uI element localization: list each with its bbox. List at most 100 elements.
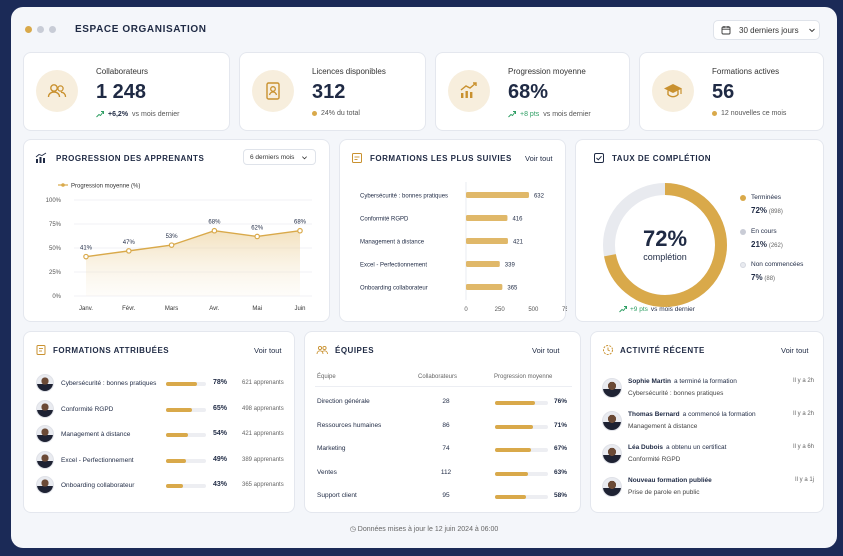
table-row[interactable]: Ressources humaines 86 71% (305, 419, 582, 435)
voir-tout-link[interactable]: Voir tout (532, 346, 560, 355)
activity-action: a obtenu un certificat (666, 444, 727, 451)
learners-count: 389 apprenants (242, 456, 284, 463)
trainings-chart: Cybersécurité : bonnes pratiques 632 Confo… (360, 182, 567, 313)
team-count: 86 (442, 421, 450, 429)
period-select[interactable]: 30 derniers jours (713, 20, 820, 40)
progression-chart: Progression moyenne (%) 100% 75% 50% 25% 0% 41… (46, 183, 312, 312)
chevron-down-icon (808, 28, 815, 33)
completion-caption: complétion (643, 252, 687, 262)
bar-value: 416 (512, 217, 523, 223)
data-label: 47% (123, 240, 136, 246)
activity-item[interactable]: Nouveau formation publiée Prise de parole… (591, 475, 825, 503)
column-header: Collaborateurs (418, 374, 458, 380)
activity-item[interactable]: Sophie Martin a terminé la formation Cyber… (591, 376, 825, 404)
avatar (602, 378, 622, 398)
kpi-delta: +8 pts vs mois dernier (508, 110, 591, 118)
activity-text: Léa Dubois a obtenu un certificat (628, 444, 726, 451)
bar-value: 339 (505, 263, 516, 269)
kpi-card-licences[interactable]: Licences disponibles 312 24% du total (239, 52, 426, 131)
x-tick-label: Janv. (79, 306, 93, 312)
progress-value: 58% (554, 492, 568, 499)
kpi-card-collaborateurs[interactable]: Collaborateurs 1 248 +6,2% vs mois dernie… (23, 52, 230, 131)
kpi-value: 56 (712, 81, 735, 103)
progress-bar (166, 484, 206, 488)
voir-tout-link[interactable]: Voir tout (781, 346, 809, 355)
data-label: 41% (80, 246, 93, 252)
window-dot-icon (25, 26, 32, 33)
team-count: 95 (442, 492, 450, 499)
activity-text: Sophie Martin a terminé la formation (628, 378, 737, 385)
voir-tout-link[interactable]: Voir tout (254, 346, 282, 355)
activity-action: a terminé la formation (673, 378, 737, 385)
teams-card: ÉQUIPES Voir tout Équipe Collaborateurs … (304, 331, 581, 513)
team-count: 112 (440, 468, 452, 476)
progress-bar (495, 495, 548, 499)
progress-bar (166, 382, 206, 386)
table-row[interactable]: Ventes 112 63% (305, 466, 582, 482)
table-row[interactable]: Marketing 74 67% (305, 442, 582, 458)
completion-value: 72% (642, 226, 688, 251)
trend-up-icon (448, 70, 490, 112)
learners-count: 498 apprenants (242, 405, 284, 412)
activity-actor: Sophie Martin (628, 378, 671, 385)
progress-value: 54% (213, 430, 228, 437)
section-title: TAUX DE COMPLÉTION (612, 154, 712, 163)
section-title: ACTIVITÉ RÉCENTE (620, 346, 705, 355)
document-chart-icon (352, 153, 362, 163)
activity-detail: Cybersécurité : bonnes pratiques (628, 390, 724, 397)
data-label: 68% (294, 220, 307, 226)
progress-bar (166, 458, 206, 463)
avatar (36, 425, 54, 443)
activity-text: Thomas Bernard a commencé la formation (628, 411, 756, 418)
list-item[interactable]: Cybersécurité : bonnes pratiques 78% 621 a… (24, 374, 296, 396)
legend-label: Progression moyenne (%) (71, 184, 140, 190)
period-filter[interactable]: 6 derniers mois (243, 149, 316, 165)
kpi-card-progression[interactable]: Progression moyenne 68% +8 pts vs mois de… (435, 52, 630, 131)
list-item[interactable]: Excel - Perfectionnement 49% 389 apprenant… (24, 450, 296, 473)
series-line (85, 230, 301, 258)
progress-fill (166, 484, 184, 488)
data-label: 68% (208, 220, 221, 226)
data-point (126, 248, 132, 254)
kpi-card-formations[interactable]: Formations actives 56 12 nouvelles ce mo… (639, 52, 824, 131)
x-tick-label: Mars (165, 306, 178, 312)
progress-fill (166, 433, 188, 437)
window-dot-icon (37, 26, 44, 33)
y-tick-label: 100% (46, 198, 62, 204)
users-icon (36, 70, 78, 112)
activity-card: ACTIVITÉ RÉCENTE Voir tout Sophie Martin… (590, 331, 824, 513)
progress-bar (495, 471, 548, 476)
avatar (602, 477, 622, 497)
bar (466, 215, 508, 221)
training-label: Management à distance (61, 431, 131, 438)
activity-detail: Conformité RGPD (628, 456, 681, 463)
license-icon (252, 70, 294, 112)
progress-value: 63% (554, 468, 568, 476)
top-trainings-card: FORMATIONS LES PLUS SUIVIES Voir tout Cy… (339, 139, 567, 322)
training-label: Onboarding collaborateur (61, 482, 135, 489)
progress-fill (495, 448, 531, 452)
list-item[interactable]: Conformité RGPD 65% 498 apprenants (24, 399, 296, 422)
progress-fill (166, 407, 192, 412)
data-point (168, 242, 175, 248)
avatar (36, 399, 54, 418)
team-name: Direction générale (317, 398, 370, 405)
completion-delta: +9 pts vs mois dernier (619, 305, 695, 313)
list-item[interactable]: Onboarding collaborateur 43% 365 apprenant… (24, 476, 296, 498)
table-row[interactable]: Support client 95 58% (305, 489, 582, 505)
training-label: Cybersécurité : bonnes pratiques (61, 380, 157, 387)
activity-item[interactable]: Léa Dubois a obtenu un certificat Conformi… (591, 442, 825, 470)
bar-label: Management à distance (360, 240, 425, 246)
table-row[interactable]: Direction générale 28 76% (305, 395, 582, 411)
list-item[interactable]: Management à distance 54% 421 apprenants (24, 425, 296, 447)
column-header: Progression moyenne (494, 374, 553, 380)
chevron-down-icon (302, 155, 308, 159)
activity-time: Il y a 1j (794, 477, 814, 483)
voir-tout-link[interactable]: Voir tout (525, 154, 553, 163)
section-title: ÉQUIPES (335, 346, 375, 355)
team-name: Ressources humaines (317, 421, 382, 429)
activity-item[interactable]: Thomas Bernard a commencé la formation Man… (591, 409, 825, 437)
progress-value: 43% (213, 481, 228, 488)
activity-actor: Nouveau formation publiée (628, 477, 712, 484)
learners-count: 621 apprenants (242, 380, 284, 386)
